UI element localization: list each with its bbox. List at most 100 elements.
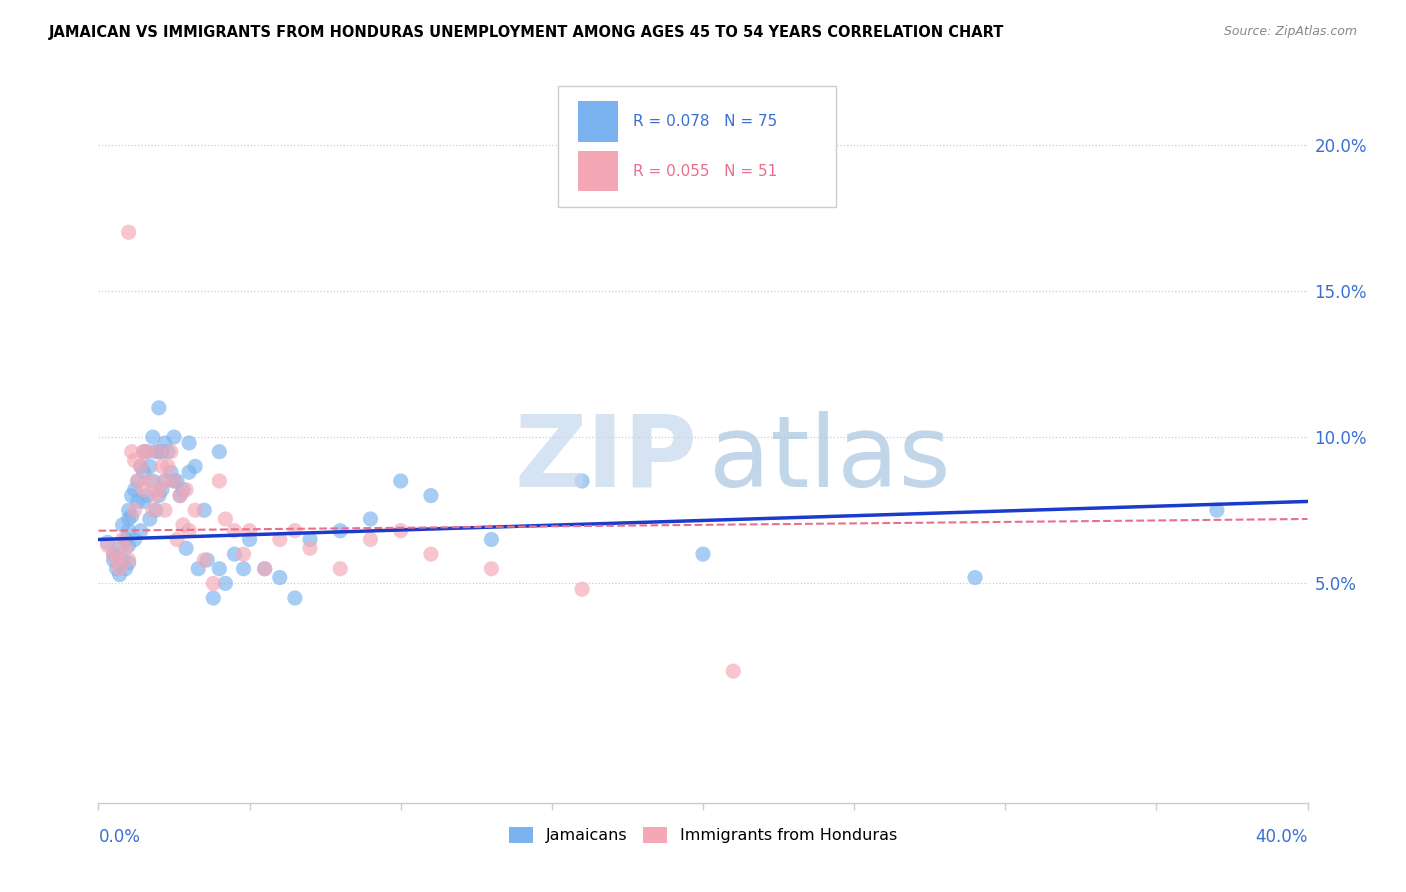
Point xyxy=(389,524,412,538)
Point xyxy=(232,547,254,561)
Point xyxy=(148,489,170,503)
Point xyxy=(132,483,155,497)
Point xyxy=(121,489,143,503)
Point xyxy=(239,524,262,538)
Point xyxy=(105,553,128,567)
Point xyxy=(208,562,231,576)
Point xyxy=(481,533,503,547)
Point xyxy=(135,444,157,458)
Point xyxy=(139,512,162,526)
Text: R = 0.078   N = 75: R = 0.078 N = 75 xyxy=(633,114,778,128)
Point xyxy=(118,556,141,570)
Point xyxy=(360,512,382,526)
Point xyxy=(169,489,191,503)
Point xyxy=(132,444,155,458)
Point xyxy=(111,553,134,567)
Point xyxy=(139,459,162,474)
Point xyxy=(145,503,167,517)
Point xyxy=(103,547,125,561)
Point xyxy=(114,541,136,556)
Point xyxy=(269,533,291,547)
Point xyxy=(232,562,254,576)
Point xyxy=(142,503,165,517)
Point xyxy=(420,489,443,503)
Point xyxy=(174,541,197,556)
Point xyxy=(169,489,191,503)
Point xyxy=(195,553,218,567)
Point xyxy=(96,535,118,549)
Point xyxy=(153,503,176,517)
Point xyxy=(163,430,186,444)
Point xyxy=(105,562,128,576)
Point xyxy=(172,517,194,532)
Point xyxy=(965,570,987,584)
Point xyxy=(166,474,188,488)
Point xyxy=(148,444,170,458)
Point xyxy=(156,459,179,474)
Text: 40.0%: 40.0% xyxy=(1256,828,1308,846)
Point xyxy=(118,225,141,239)
Point xyxy=(148,401,170,415)
Point xyxy=(389,474,412,488)
Point xyxy=(723,664,745,678)
Point xyxy=(96,538,118,552)
Point xyxy=(329,524,352,538)
Point xyxy=(202,591,225,605)
Point xyxy=(108,562,131,576)
Point xyxy=(253,562,276,576)
Point xyxy=(139,474,162,488)
Point xyxy=(208,474,231,488)
Point xyxy=(214,576,236,591)
Point xyxy=(153,474,176,488)
Point xyxy=(284,524,307,538)
Point xyxy=(174,483,197,497)
Point xyxy=(142,430,165,444)
Point xyxy=(193,503,215,517)
Point xyxy=(118,524,141,538)
Point xyxy=(299,533,322,547)
Point xyxy=(571,474,593,488)
Point xyxy=(132,465,155,479)
Point xyxy=(132,444,155,458)
Point xyxy=(1206,503,1229,517)
Point xyxy=(142,474,165,488)
Point xyxy=(269,570,291,584)
Point xyxy=(118,553,141,567)
Point xyxy=(163,474,186,488)
Text: atlas: atlas xyxy=(709,410,950,508)
Point xyxy=(166,533,188,547)
Point xyxy=(148,483,170,497)
Point xyxy=(124,533,146,547)
Point xyxy=(124,483,146,497)
Point xyxy=(481,562,503,576)
Point xyxy=(129,459,152,474)
Point xyxy=(118,512,141,526)
Bar xyxy=(578,102,619,142)
Point xyxy=(108,541,131,556)
Point xyxy=(299,541,322,556)
Point xyxy=(172,483,194,497)
Point xyxy=(156,444,179,458)
Point xyxy=(253,562,276,576)
Text: 0.0%: 0.0% xyxy=(98,828,141,846)
Point xyxy=(111,517,134,532)
Point xyxy=(571,582,593,597)
Point xyxy=(193,553,215,567)
Point xyxy=(153,474,176,488)
Point xyxy=(127,494,149,508)
Point xyxy=(121,509,143,524)
Point xyxy=(148,444,170,458)
Point xyxy=(179,524,201,538)
Point xyxy=(360,533,382,547)
Bar xyxy=(578,151,619,192)
Point xyxy=(135,489,157,503)
Point xyxy=(214,512,236,526)
Point xyxy=(224,524,246,538)
Point xyxy=(224,547,246,561)
Point xyxy=(127,474,149,488)
Point xyxy=(135,444,157,458)
Text: JAMAICAN VS IMMIGRANTS FROM HONDURAS UNEMPLOYMENT AMONG AGES 45 TO 54 YEARS CORR: JAMAICAN VS IMMIGRANTS FROM HONDURAS UNE… xyxy=(49,25,1004,40)
Point xyxy=(184,503,207,517)
Point xyxy=(160,465,183,479)
Point xyxy=(150,444,173,458)
